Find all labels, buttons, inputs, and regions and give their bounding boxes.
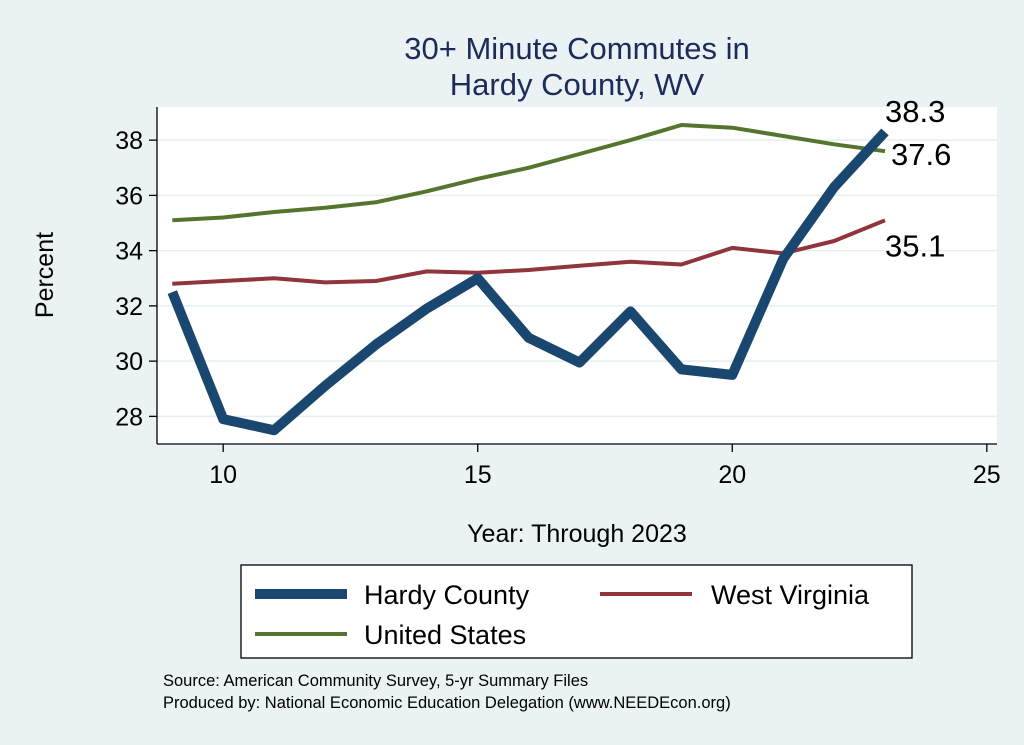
series-line-hardy-county [167,128,889,436]
y-tick-label: 38 [115,127,143,155]
plot-area [157,107,997,444]
y-tick-label: 32 [115,293,143,321]
y-tick-label: 34 [115,238,143,266]
end-label-united-states: 37.6 [891,137,951,172]
series-lines [167,123,889,436]
end-label-west-virginia: 35.1 [885,228,945,263]
y-tick-label: 30 [115,348,143,376]
series-line-west-virginia [172,218,886,286]
legend-label-united-states: United States [364,620,526,650]
chart-title-line-1: 30+ Minute Commutes in [404,31,749,66]
legend-label-west-virginia: West Virginia [711,580,870,610]
produced-by-note: Produced by: National Economic Education… [163,694,731,712]
y-tick-label: 36 [115,182,143,210]
x-axis-title: Year: Through 2023 [467,520,687,548]
series-line-united-states [172,123,886,223]
x-tick-label: 25 [973,461,1001,489]
x-tick-label: 20 [718,461,746,489]
source-note: Source: American Community Survey, 5-yr … [163,672,588,690]
legend-label-hardy-county: Hardy County [364,580,530,610]
y-tick-label: 28 [115,403,143,431]
axes: 28 30 32 34 36 38 10 15 20 25 [115,107,1001,489]
legend-box [240,564,913,659]
x-tick-label: 10 [209,461,237,489]
x-tick-label: 15 [464,461,492,489]
y-axis-title: Percent [31,232,59,318]
end-labels: 38.3 35.1 37.6 [885,94,951,263]
end-label-hardy-county: 38.3 [885,94,945,129]
gridlines [157,139,997,418]
chart-title-line-2: Hardy County, WV [450,67,705,102]
legend: Hardy County West Virginia United States [240,564,913,659]
